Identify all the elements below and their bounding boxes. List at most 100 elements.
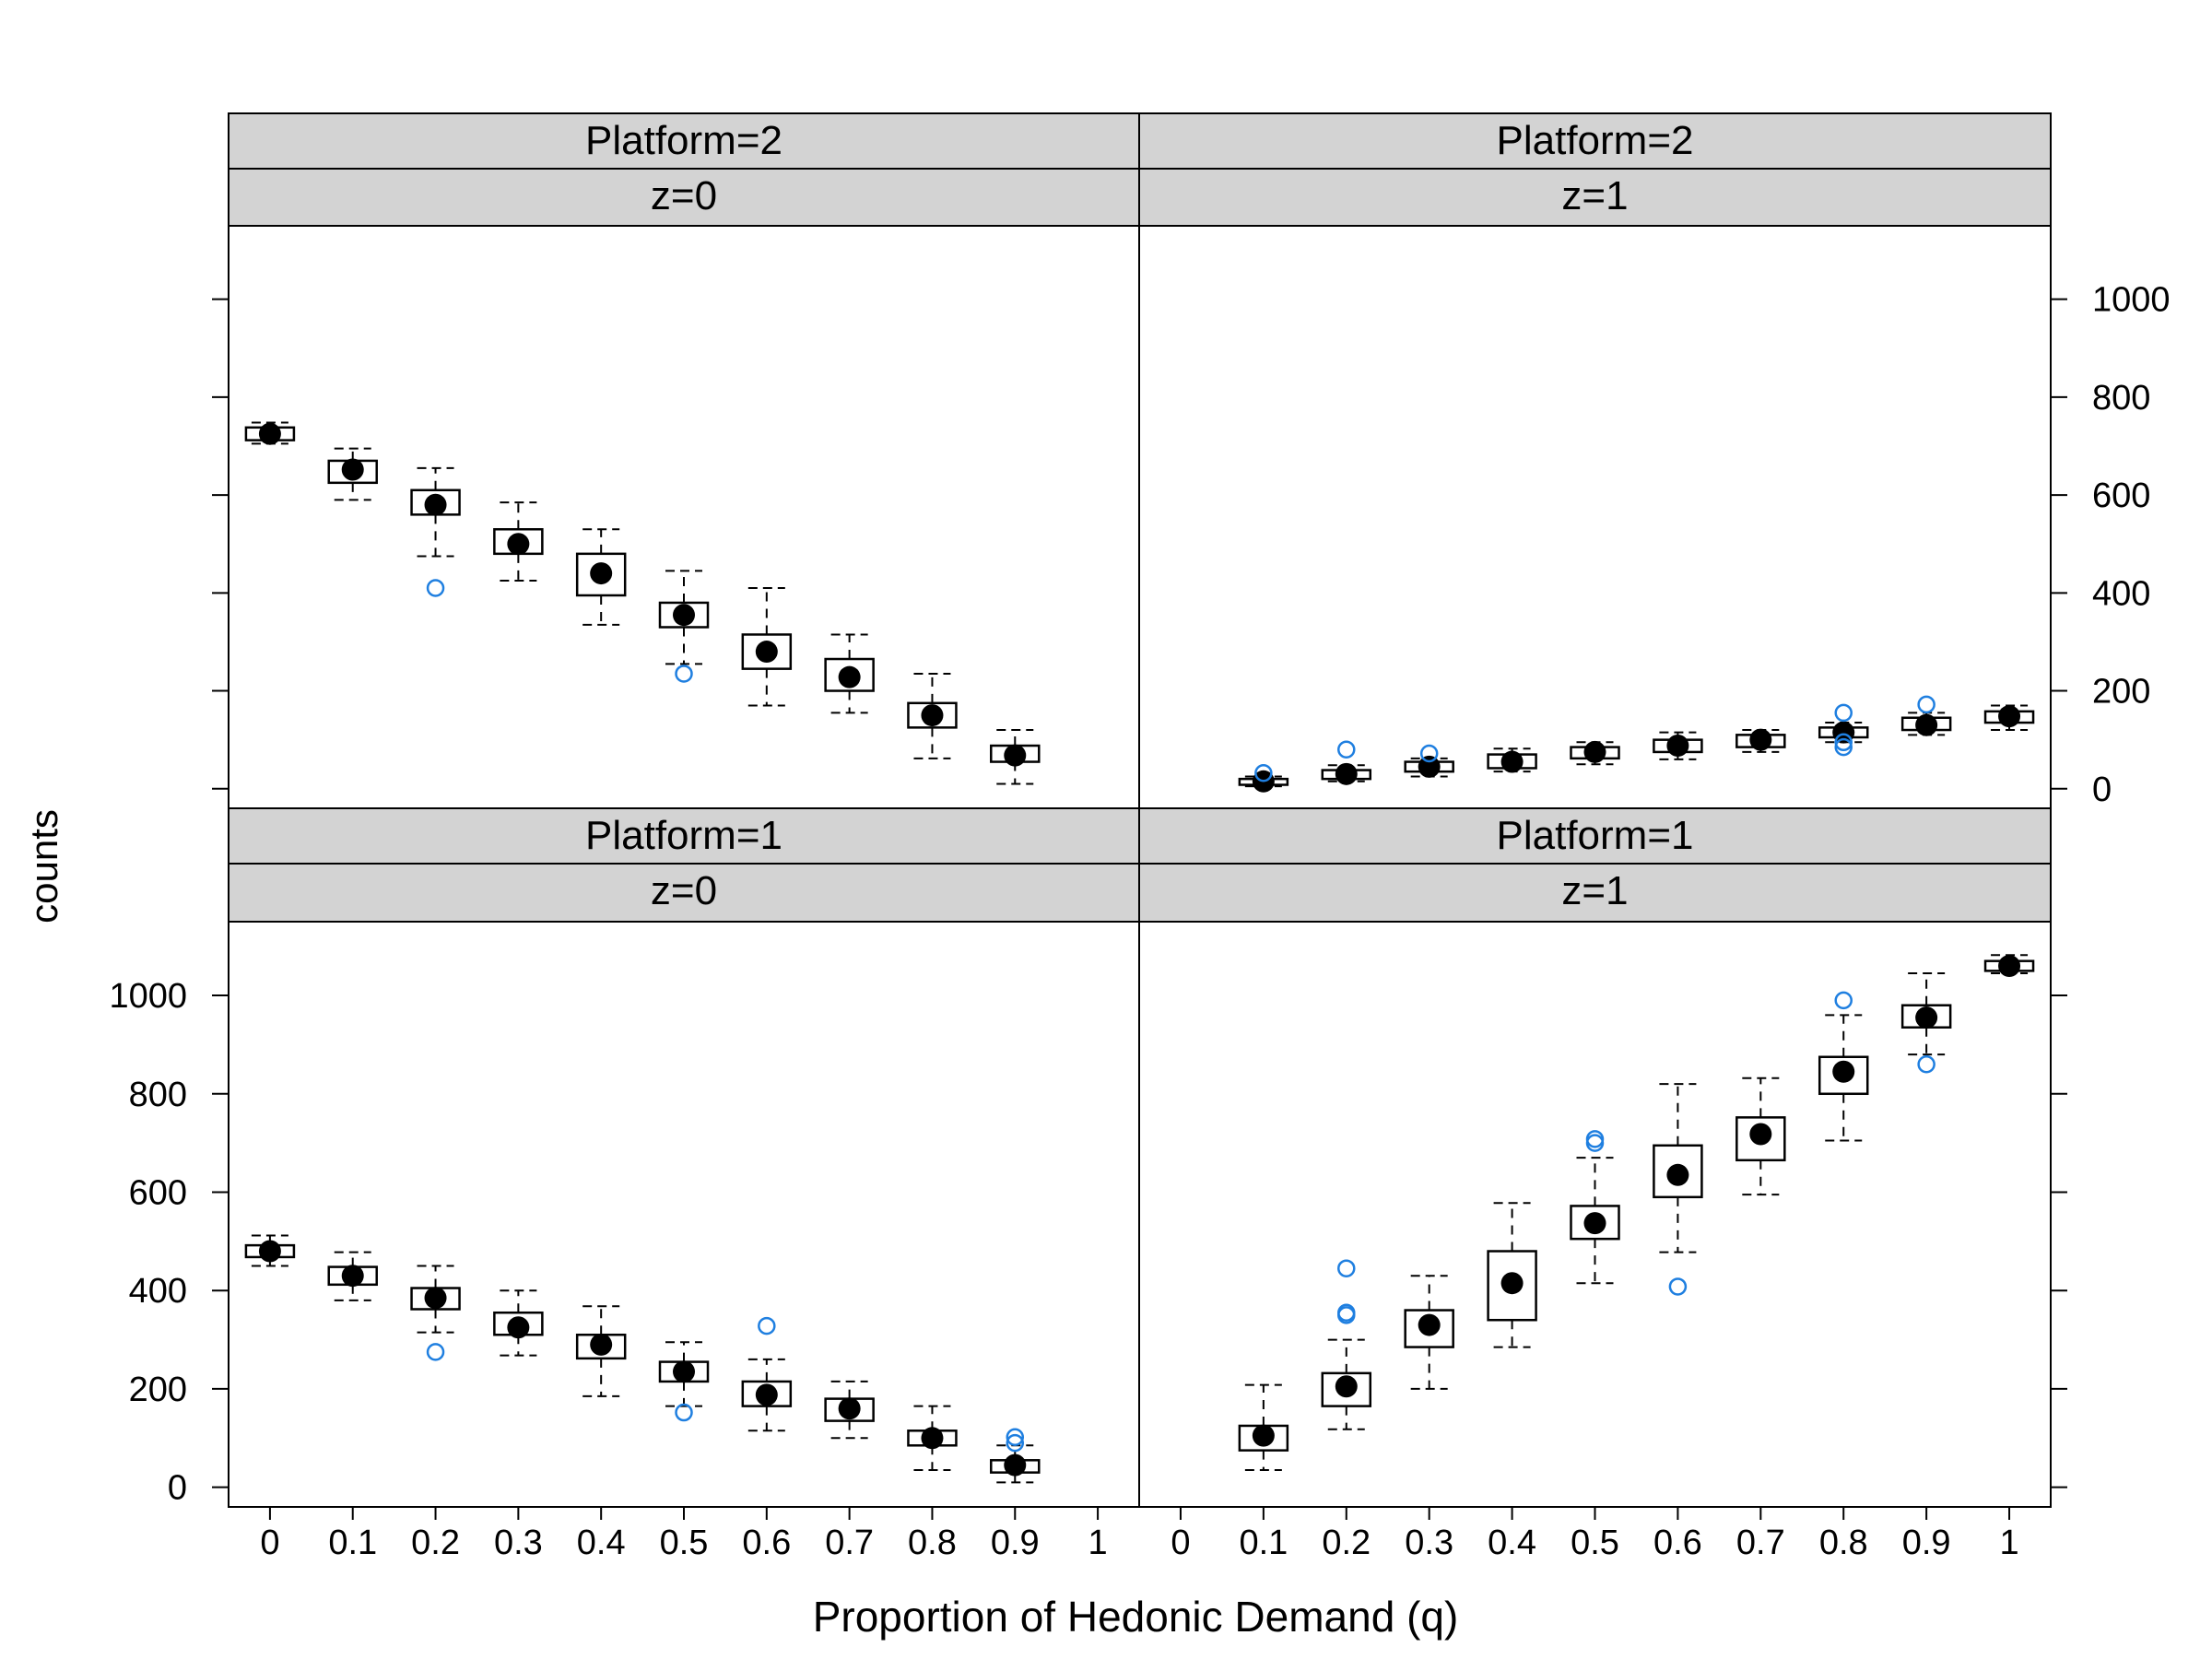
box-q-0.3 bbox=[493, 501, 544, 582]
x-tick-label: 0.9 bbox=[991, 1524, 1040, 1562]
y-axis-label: counts bbox=[22, 809, 65, 924]
x-tick-label: 0.8 bbox=[908, 1524, 957, 1562]
box-q-0.1 bbox=[327, 447, 378, 501]
strip-label-platform: Platform=1 bbox=[585, 813, 782, 858]
strip-label-z: z=1 bbox=[1561, 173, 1628, 218]
median-dot bbox=[673, 604, 695, 627]
x-tick-label: 1 bbox=[1999, 1524, 2018, 1562]
median-dot bbox=[507, 533, 530, 556]
median-dot bbox=[673, 1360, 695, 1383]
y-tick-label: 800 bbox=[129, 1076, 187, 1114]
y-tick-label: 800 bbox=[2092, 379, 2150, 418]
median-dot bbox=[341, 458, 364, 481]
box-q-0.6 bbox=[1653, 1083, 1703, 1296]
median-dot bbox=[1335, 1375, 1358, 1398]
box-q-0.3 bbox=[1404, 744, 1454, 778]
box-q-0.4 bbox=[1487, 1202, 1537, 1348]
box-q-1 bbox=[1983, 704, 2035, 732]
outlier-point bbox=[1337, 1259, 1356, 1277]
outlier-point bbox=[426, 1343, 445, 1361]
y-tick-label: 600 bbox=[2092, 477, 2150, 515]
outlier-point bbox=[426, 579, 445, 597]
y-tick-label: 200 bbox=[2092, 673, 2150, 712]
x-tick-label: 0.3 bbox=[1405, 1524, 1453, 1562]
strip-label-z: z=0 bbox=[651, 173, 717, 218]
box-q-0.5 bbox=[658, 1341, 710, 1422]
outlier-point bbox=[1006, 1433, 1025, 1453]
x-tick-label: 0.8 bbox=[1819, 1524, 1868, 1562]
box-q-0.8 bbox=[907, 672, 958, 759]
box-q-0.7 bbox=[824, 1380, 875, 1440]
median-dot bbox=[1915, 1006, 1938, 1030]
outlier-point bbox=[1917, 1054, 1936, 1074]
x-tick-label: 0.2 bbox=[1322, 1524, 1371, 1562]
median-dot bbox=[1583, 1212, 1606, 1235]
outlier-point bbox=[1668, 1277, 1688, 1296]
panel-p1z0: Platform=1 z=0 bbox=[228, 807, 1140, 1508]
median-dot bbox=[921, 704, 944, 727]
median-dot bbox=[1915, 713, 1938, 736]
box-q-0.9 bbox=[990, 729, 1041, 785]
median-dot bbox=[258, 1240, 281, 1263]
box-q-0.8 bbox=[907, 1405, 958, 1471]
y-tick-label: 0 bbox=[168, 1469, 187, 1508]
outlier-point bbox=[1834, 733, 1853, 752]
box-q-0.7 bbox=[1735, 728, 1786, 753]
box-q-0.4 bbox=[1487, 747, 1537, 773]
median-dot bbox=[1832, 1060, 1855, 1083]
x-tick-label: 0.7 bbox=[1736, 1524, 1785, 1562]
plot-frame bbox=[228, 225, 1140, 809]
panel-p2z0: Platform=2 z=0 bbox=[228, 112, 1140, 809]
box-q-0.9 bbox=[1900, 695, 1952, 736]
outlier-point bbox=[1254, 764, 1273, 782]
box-q-0.8 bbox=[1818, 703, 1869, 757]
box-q-0.3 bbox=[493, 1289, 544, 1357]
strip-label-platform: Platform=1 bbox=[1497, 813, 1694, 858]
box-q-0.5 bbox=[1570, 740, 1620, 766]
median-dot bbox=[1335, 762, 1358, 785]
box-q-0.5 bbox=[1570, 1130, 1620, 1285]
x-tick-label: 0.1 bbox=[1239, 1524, 1288, 1562]
box-q-0.1 bbox=[327, 1251, 378, 1301]
median-dot bbox=[424, 493, 447, 516]
median-dot bbox=[838, 665, 861, 688]
median-dot bbox=[1252, 1424, 1275, 1447]
box-q-0.1 bbox=[1238, 1383, 1289, 1471]
median-dot bbox=[1418, 755, 1441, 778]
median-dot bbox=[1666, 735, 1689, 758]
box bbox=[741, 633, 793, 670]
box-q-0.6 bbox=[741, 587, 793, 707]
median-dot bbox=[1666, 1163, 1689, 1186]
median-dot bbox=[1998, 955, 2021, 978]
box-q-0.2 bbox=[410, 466, 461, 597]
x-tick-label: 0.6 bbox=[742, 1524, 791, 1562]
plot-frame bbox=[228, 921, 1140, 1508]
outlier-point bbox=[1834, 703, 1853, 723]
x-tick-label: 0.6 bbox=[1653, 1524, 1702, 1562]
box bbox=[575, 552, 627, 597]
outlier-point bbox=[1834, 737, 1853, 757]
x-axis-label: Proportion of Hedonic Demand (q) bbox=[813, 1593, 1459, 1641]
x-tick-label: 0 bbox=[1171, 1524, 1190, 1562]
y-tick-label: 0 bbox=[2092, 771, 2112, 809]
box-q-0.6 bbox=[741, 1316, 793, 1432]
box-q-0.8 bbox=[1818, 991, 1869, 1142]
strip-label-z: z=0 bbox=[651, 868, 717, 913]
x-tick-label: 0.1 bbox=[328, 1524, 377, 1562]
outlier-point bbox=[1006, 1428, 1025, 1446]
outlier-point bbox=[1337, 1303, 1356, 1322]
outlier-point bbox=[675, 665, 693, 683]
strip-label-platform: Platform=2 bbox=[1497, 118, 1694, 163]
x-tick-label: 0.9 bbox=[1902, 1524, 1951, 1562]
outlier-point bbox=[1585, 1130, 1605, 1148]
y-tick-label: 600 bbox=[129, 1173, 187, 1212]
box-q-0.5 bbox=[658, 570, 710, 683]
box-q-0.2 bbox=[1321, 740, 1372, 785]
box-q-0.3 bbox=[1404, 1275, 1454, 1390]
median-dot bbox=[921, 1427, 944, 1450]
median-dot bbox=[1500, 1272, 1524, 1295]
x-tick-label: 0.4 bbox=[577, 1524, 626, 1562]
box-q-0.9 bbox=[1900, 972, 1952, 1074]
box-q-0.7 bbox=[824, 633, 875, 714]
